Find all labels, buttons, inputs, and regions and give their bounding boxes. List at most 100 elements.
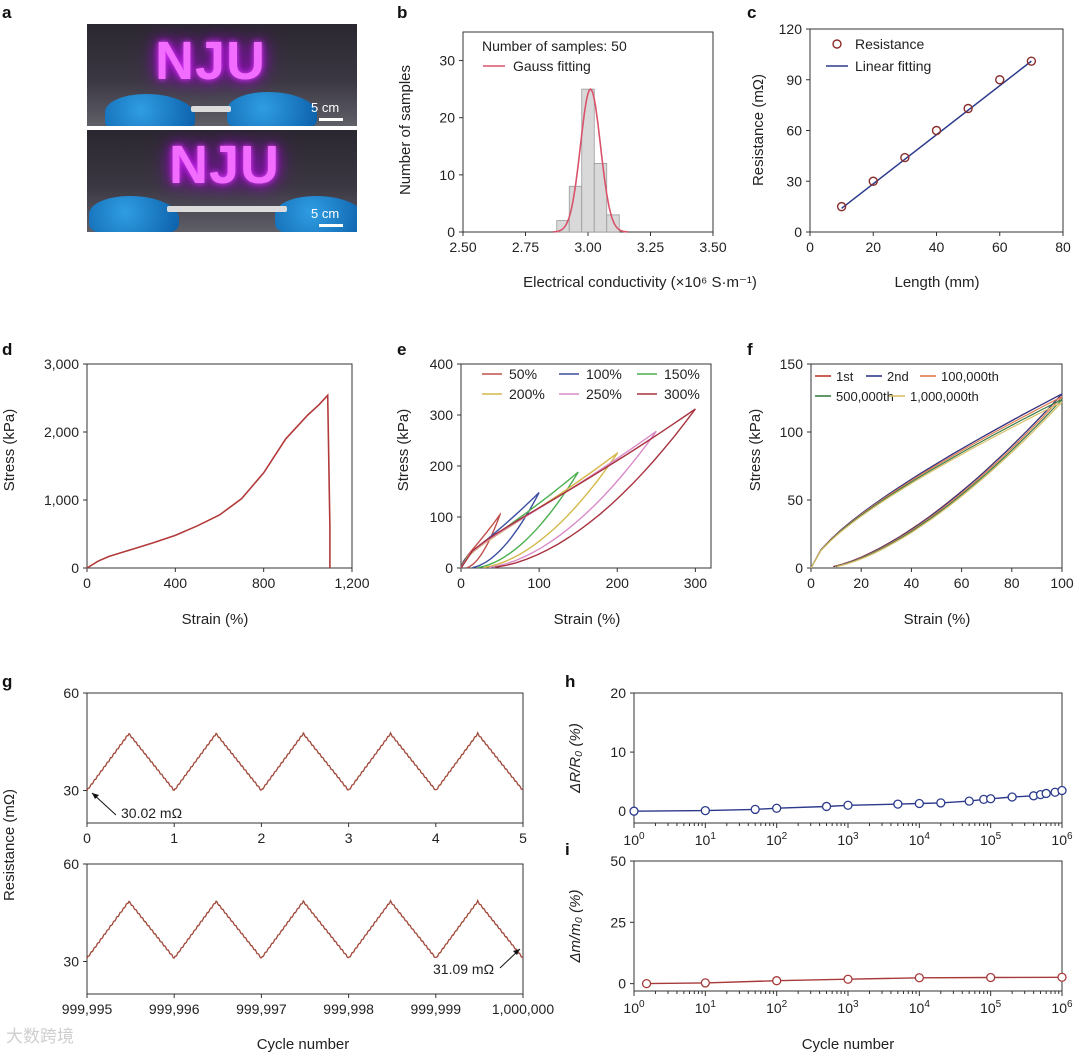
x-tick-label: 104 <box>909 999 931 1016</box>
legend-text: 2nd <box>887 369 909 384</box>
data-point <box>1026 56 1037 66</box>
data-point <box>836 201 847 212</box>
x-tick-label: 3.00 <box>574 239 601 255</box>
resistance-trace <box>86 898 524 959</box>
legend-text: 100% <box>586 366 622 382</box>
x-tick-exponent: 4 <box>924 831 930 842</box>
x-tick-label: 105 <box>980 999 1002 1016</box>
y-axis-label: Resistance (mΩ) <box>750 74 767 186</box>
x-tick-label: 100 <box>1050 575 1074 591</box>
legend-text: Resistance <box>855 36 924 52</box>
histogram-bar <box>593 163 608 233</box>
x-tick-label: 200 <box>606 575 630 591</box>
x-tick-label: 80 <box>1055 239 1071 255</box>
neon-sign: NJU <box>169 135 281 195</box>
x-tick-label: 0 <box>83 830 91 846</box>
x-tick-label: 5 <box>519 830 527 846</box>
x-tick-label: 999,999 <box>410 1001 461 1017</box>
panel-label-f: f <box>747 340 753 359</box>
x-tick-label: 100 <box>623 999 645 1016</box>
legend-text: Linear fitting <box>855 58 931 74</box>
x-axis-label: Strain (%) <box>904 611 971 628</box>
data-point <box>995 75 1005 85</box>
x-tick-label: 0 <box>83 575 91 591</box>
loop-200pct <box>460 451 618 569</box>
x-tick-label: 999,995 <box>62 1001 113 1017</box>
watermark: 大数跨境 <box>6 1027 74 1047</box>
x-tick-label: 400 <box>164 575 188 591</box>
loop-250pct <box>460 430 657 569</box>
legend-text: 1,000,000th <box>910 389 979 404</box>
annotation-text: 31.09 mΩ <box>433 961 494 977</box>
x-tick-exponent: 1 <box>710 999 716 1010</box>
x-axis-label: Cycle number <box>257 1036 350 1053</box>
data-point <box>772 803 782 813</box>
photo-stretched: NJU 5 cm <box>87 130 357 232</box>
x-tick-exponent: 0 <box>639 999 645 1010</box>
legend-text: 1st <box>836 369 854 384</box>
panel-label-h: h <box>565 672 576 691</box>
y-tick-label: 0 <box>445 560 453 576</box>
panel-c-plot <box>806 28 1064 236</box>
data-point <box>821 801 832 812</box>
x-tick-label: 3 <box>345 830 353 846</box>
y-tick-label: 150 <box>780 356 804 372</box>
left-glove-icon <box>105 94 195 126</box>
x-tick-exponent: 5 <box>996 999 1002 1010</box>
x-tick-exponent: 5 <box>996 831 1002 842</box>
x-tick-label: 2.75 <box>512 239 539 255</box>
neon-sign: NJU <box>155 31 267 91</box>
x-tick-label: 999,996 <box>149 1001 200 1017</box>
x-axis-label: Length (mm) <box>894 274 979 291</box>
cycle-loop <box>810 398 1063 569</box>
y-tick-label: 60 <box>63 685 79 701</box>
x-tick-label: 100 <box>623 831 645 848</box>
x-tick-label: 0 <box>807 575 815 591</box>
x-tick-label: 106 <box>1051 999 1073 1016</box>
data-point <box>964 796 974 806</box>
panel-label-d: d <box>2 340 13 359</box>
x-tick-label: 101 <box>695 831 717 848</box>
y-tick-label: 25 <box>610 914 626 930</box>
legend-text: 300% <box>664 386 700 402</box>
y-tick-label: 30 <box>439 53 455 69</box>
y-tick-label: 2,000 <box>44 424 79 440</box>
y-tick-label: 1,000 <box>44 492 79 508</box>
axes-frame <box>86 863 524 995</box>
panel-label-g: g <box>2 672 13 691</box>
x-tick-label: 106 <box>1051 831 1073 848</box>
data-point <box>986 972 996 983</box>
panel-label-i: i <box>565 840 570 859</box>
data-point <box>750 804 760 815</box>
x-tick-label: 101 <box>695 999 717 1016</box>
y-tick-label: 30 <box>63 954 79 970</box>
x-tick-label: 0 <box>457 575 465 591</box>
legend-text: 200% <box>509 386 545 402</box>
x-axis-label: Electrical conductivity (×10⁶ S·m⁻¹) <box>523 274 757 291</box>
y-tick-label: 10 <box>610 744 626 760</box>
x-tick-label: 103 <box>837 831 859 848</box>
legend-text: 500,000th <box>836 389 894 404</box>
x-tick-label: 800 <box>252 575 276 591</box>
data-point <box>893 799 903 809</box>
cycle-loop <box>810 393 1063 569</box>
x-tick-label: 40 <box>929 239 945 255</box>
x-tick-label: 3.50 <box>699 239 726 255</box>
panel-label-e: e <box>397 340 407 359</box>
x-tick-label: 2 <box>258 830 266 846</box>
legend-text: 150% <box>664 366 700 382</box>
x-tick-label: 102 <box>766 999 788 1016</box>
x-tick-label: 1,000,000 <box>492 1001 554 1017</box>
cycle-loop <box>810 396 1063 569</box>
x-tick-label: 999,998 <box>323 1001 374 1017</box>
y-tick-label: 20 <box>439 110 455 126</box>
x-tick-label: 103 <box>837 999 859 1016</box>
legend-text: Gauss fitting <box>513 58 591 74</box>
x-tick-label: 20 <box>865 239 881 255</box>
y-tick-label: 100 <box>780 424 804 440</box>
y-tick-label: 0 <box>618 803 626 819</box>
data-point <box>629 806 639 816</box>
axes-frame <box>633 860 1063 992</box>
photo-panel: NJU 5 cm NJU 5 cm <box>87 24 357 232</box>
x-tick-label: 20 <box>853 575 869 591</box>
